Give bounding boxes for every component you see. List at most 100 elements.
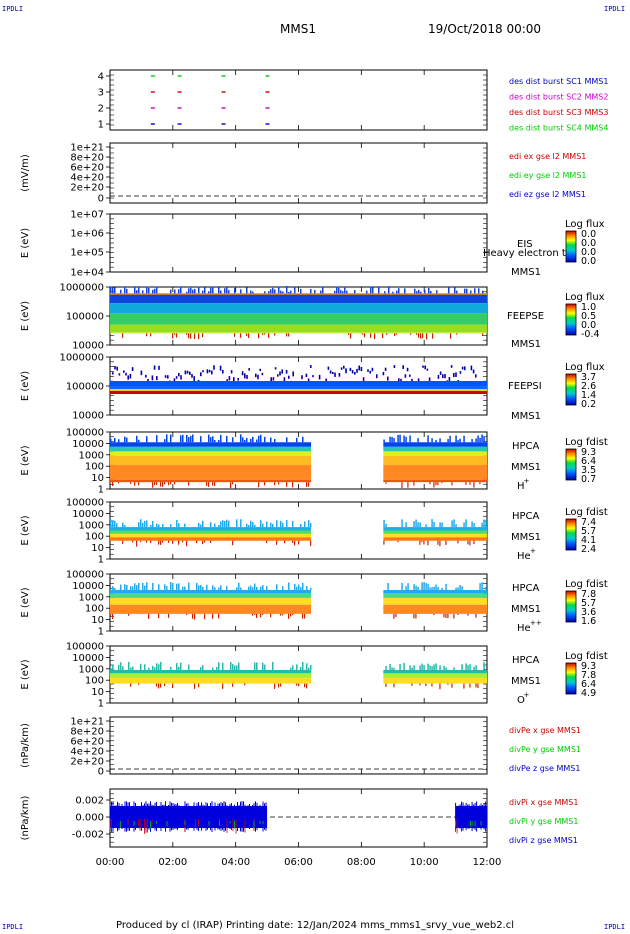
spectrogram-speck — [178, 523, 180, 528]
y-axis-label: E (eV) — [20, 301, 31, 331]
spectrogram-speck — [118, 482, 120, 484]
spectrogram-speck — [401, 582, 403, 590]
spectrogram-speck — [148, 667, 150, 670]
spectrogram-speck — [262, 585, 264, 590]
spectrogram-speck — [393, 667, 395, 670]
spectrogram-speck — [370, 286, 372, 294]
legend-entry: divPe y gse MMS1 — [509, 745, 581, 754]
spectrogram-speck — [278, 286, 280, 294]
spectrogram-speck — [202, 540, 204, 545]
y-tick-label: 100000 — [66, 642, 104, 653]
colorbar-tick-label: 1.6 — [581, 616, 596, 627]
spectrogram-speck — [250, 585, 252, 590]
spectrogram-band — [110, 303, 487, 314]
spectrogram-speck — [310, 523, 312, 528]
spectrogram-speck — [422, 333, 424, 339]
spectrogram-speck — [204, 287, 206, 294]
spectrogram-speck — [270, 613, 272, 618]
spectrogram-speck — [418, 289, 420, 294]
spectrogram-speck — [448, 377, 451, 382]
spectrogram-speck — [128, 613, 130, 616]
spectrogram-speck — [190, 333, 192, 339]
spectrogram-speck — [170, 582, 172, 590]
spectrogram-speck — [142, 582, 144, 590]
colorbar-tick-label: 2.6 — [581, 381, 596, 392]
spectrogram-speck — [350, 333, 352, 339]
spectrogram-speck — [393, 613, 395, 619]
spectrogram-speck — [260, 586, 262, 590]
spectrogram-speck — [172, 540, 174, 544]
spectrogram-speck — [248, 368, 250, 371]
spectrogram-speck — [274, 333, 276, 336]
y-tick-label: 0 — [98, 194, 104, 205]
spectrogram-speck — [204, 613, 206, 620]
spectrogram-speck — [308, 482, 310, 487]
spectrogram-band — [110, 381, 487, 386]
spectrogram-speck — [202, 370, 204, 373]
spectrogram-speck — [184, 586, 186, 590]
spectrogram-speck — [300, 524, 302, 528]
spectrogram-speck — [415, 519, 417, 528]
spectrogram-speck — [268, 291, 270, 294]
spectrogram-speck — [296, 664, 298, 670]
colorbar-tick-label: 3.7 — [581, 372, 596, 383]
spectrogram-band — [110, 313, 487, 325]
spectrogram-speck — [300, 587, 302, 590]
spectrogram-speck — [184, 370, 187, 375]
spectrogram-speck — [226, 379, 228, 382]
spectrogram-speck — [409, 374, 411, 377]
spectrogram-speck — [423, 664, 425, 670]
spectrogram-speck — [162, 482, 164, 487]
spectrogram-speck — [345, 368, 347, 374]
spectrogram-speck — [276, 540, 278, 545]
spectrogram-band — [110, 669, 312, 674]
y-axis-label: E (eV) — [20, 228, 31, 258]
spectrogram-speck — [461, 586, 463, 590]
species-label: H — [517, 481, 525, 492]
spectrogram-band — [110, 527, 312, 531]
spectrogram-speck — [475, 374, 477, 378]
spectrogram-speck — [210, 287, 212, 294]
spectrogram-speck — [258, 435, 260, 443]
spectrogram-speck — [226, 519, 228, 528]
spectrogram-speck — [419, 540, 421, 545]
species-charge: + — [524, 691, 530, 699]
spectrogram-speck — [427, 540, 429, 546]
spectrogram-speck — [302, 613, 304, 619]
spectrogram-speck — [264, 333, 266, 335]
spectrogram-speck — [395, 613, 397, 618]
spectrogram-speck — [282, 291, 284, 294]
y-tick-label: 100000 — [66, 498, 104, 509]
spectrogram-speck — [272, 287, 274, 294]
spectrogram-speck — [348, 333, 350, 335]
spectrogram-speck — [246, 333, 248, 336]
y-tick-label: 4e+20 — [70, 747, 104, 758]
panel-label: MMS1 — [511, 604, 541, 615]
colorbar-title: Log fdist — [565, 651, 608, 662]
spectrogram-speck — [152, 521, 154, 528]
spectrogram-speck — [445, 613, 447, 619]
spectrogram-speck — [306, 482, 308, 487]
spectrogram-speck — [478, 288, 480, 294]
spectrogram-speck — [416, 333, 418, 335]
spectrogram-speck — [206, 482, 208, 486]
spectrogram-band — [383, 593, 487, 598]
spectrogram-speck — [224, 520, 226, 528]
spectrogram-speck — [465, 482, 467, 485]
spectrogram-speck — [150, 333, 152, 337]
spectrogram-speck — [453, 613, 455, 619]
spectrogram-speck — [479, 482, 481, 485]
spectrogram-band — [110, 673, 312, 678]
spectrogram-speck — [372, 287, 374, 294]
spectrogram-speck — [182, 586, 184, 590]
spectrogram-speck — [158, 664, 160, 670]
spectrogram-speck — [194, 289, 196, 294]
spectrogram-speck — [454, 287, 456, 294]
spectrogram-speck — [228, 290, 230, 294]
spectrogram-speck — [431, 519, 433, 528]
spectrogram-band — [383, 442, 487, 447]
spectrogram-speck — [138, 522, 140, 528]
colorbar — [565, 662, 577, 695]
spectrogram-speck — [413, 521, 415, 528]
spectrogram-speck — [123, 370, 125, 373]
